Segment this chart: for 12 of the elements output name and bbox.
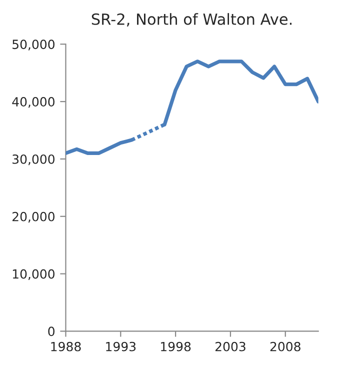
y-tick-label: 30,000 bbox=[12, 154, 54, 166]
x-tick-label: 1988 bbox=[51, 342, 81, 352]
chart-title: SR-2, North of Walton Ave. bbox=[92, 13, 292, 26]
y-tick-label: 40,000 bbox=[12, 97, 54, 108]
y-tick-label: 10,000 bbox=[12, 269, 54, 280]
y-tick-label: 50,000 bbox=[12, 40, 54, 50]
x-tick-label: 1993 bbox=[106, 342, 136, 352]
x-tick-label: 2003 bbox=[215, 342, 246, 352]
x-tick-label: 1998 bbox=[161, 342, 191, 352]
y-tick-label: 20,000 bbox=[12, 212, 54, 223]
y-tick-label: 0 bbox=[48, 326, 54, 336]
x-tick-label: 2008 bbox=[270, 342, 300, 352]
